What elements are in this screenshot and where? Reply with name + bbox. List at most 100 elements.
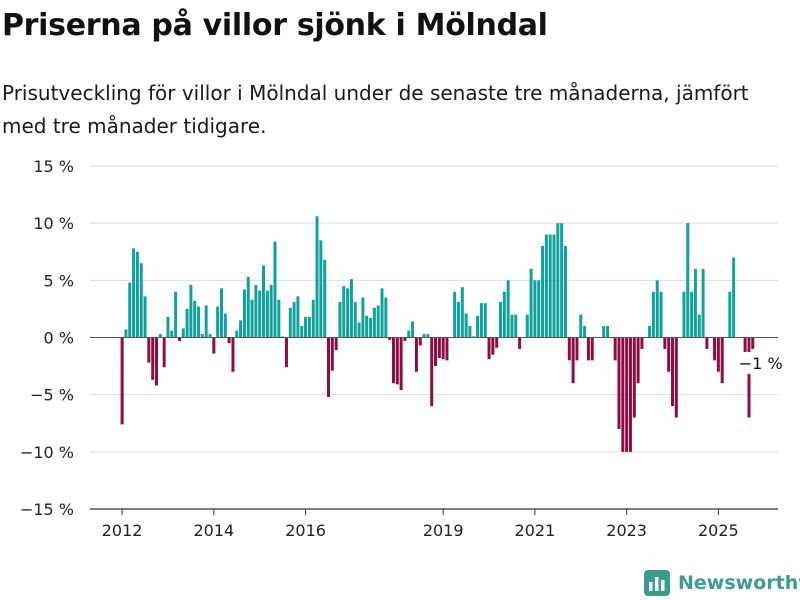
annotations: −1 % — [736, 351, 783, 374]
bar-positive — [728, 291, 732, 338]
bar-negative — [212, 337, 216, 354]
bar-negative — [399, 337, 403, 391]
bar-negative — [162, 337, 166, 368]
x-tick-label: 2025 — [698, 521, 739, 540]
bar-positive — [189, 284, 193, 338]
bar-positive — [690, 291, 694, 338]
bar-positive — [525, 314, 529, 338]
bar-positive — [464, 313, 468, 338]
bar-positive — [216, 306, 220, 338]
bar-positive — [655, 280, 659, 338]
bar-positive — [174, 291, 178, 338]
bar-negative — [716, 337, 720, 372]
bar-negative — [663, 337, 667, 349]
bar-negative — [151, 337, 155, 380]
bar-positive — [686, 223, 690, 338]
x-axis — [90, 337, 778, 515]
y-tick-label: −10 % — [20, 443, 74, 462]
bar-positive — [319, 240, 323, 338]
bar-positive — [541, 246, 545, 338]
bar-positive — [273, 241, 277, 338]
bar-negative — [567, 337, 571, 361]
bar-positive — [246, 276, 250, 338]
bar-positive — [502, 291, 506, 338]
bar-negative — [640, 337, 644, 349]
bar-positive — [357, 322, 361, 338]
bar-positive — [296, 296, 300, 338]
bar-negative — [491, 337, 495, 355]
bar-positive — [281, 336, 285, 338]
bar-positive — [483, 303, 487, 338]
y-tick-label: 5 % — [44, 271, 74, 290]
bar-negative — [636, 337, 640, 384]
bar-negative — [674, 337, 678, 418]
bar-positive — [166, 316, 170, 338]
bar-positive — [262, 265, 265, 338]
bar-positive — [453, 291, 457, 338]
brand-name: Newsworthy — [678, 572, 800, 594]
bar-negative — [628, 337, 632, 452]
bar-negative — [495, 337, 499, 348]
bar-negative — [147, 337, 151, 363]
bar-positive — [235, 330, 239, 338]
bar-positive — [407, 330, 411, 338]
bar-positive — [499, 302, 502, 338]
bar-positive — [579, 314, 583, 338]
x-tick-label: 2019 — [423, 521, 464, 540]
y-axis-labels: 15 % 10 % 5 % 0 % −5 % −10 % −15 % — [20, 157, 74, 519]
bar-positive — [602, 326, 606, 338]
bar-positive — [185, 308, 189, 338]
bar-negative — [227, 337, 231, 344]
bar-positive — [659, 291, 663, 338]
bar-negative — [437, 337, 441, 359]
bar-negative — [518, 337, 522, 349]
bar-negative — [388, 337, 392, 340]
bar-negative — [571, 337, 575, 384]
bars — [120, 216, 755, 452]
bar-positive — [564, 246, 567, 338]
bar-positive — [372, 307, 376, 338]
bar-negative — [334, 337, 338, 351]
bar-positive — [365, 315, 369, 338]
bar-negative — [613, 337, 617, 361]
bar-negative — [403, 337, 407, 341]
bar-negative — [751, 337, 755, 349]
bar-positive — [648, 326, 652, 338]
bar-positive — [200, 334, 204, 338]
bar-positive — [384, 297, 388, 338]
newsworthy-logo-icon — [644, 570, 670, 596]
bar-negative — [445, 337, 449, 361]
bar-positive — [277, 299, 281, 338]
annotation-bg — [736, 351, 783, 374]
bar-positive — [701, 268, 705, 338]
y-tick-label: 15 % — [33, 157, 74, 176]
bar-negative — [667, 337, 671, 372]
bar-positive — [411, 321, 415, 338]
bar-positive — [583, 326, 587, 338]
bar-positive — [682, 291, 686, 338]
bar-positive — [342, 286, 346, 338]
bar-positive — [258, 290, 262, 338]
bar-positive — [170, 330, 174, 338]
y-tick-label: −15 % — [20, 500, 74, 519]
bar-positive — [353, 302, 357, 338]
bar-positive — [193, 300, 197, 338]
bar-positive — [132, 248, 136, 338]
x-tick-label: 2016 — [285, 521, 326, 540]
bar-positive — [250, 299, 254, 338]
bar-negative — [441, 337, 445, 360]
bar-positive — [223, 313, 227, 338]
bar-positive — [135, 251, 139, 338]
bar-negative — [575, 337, 579, 361]
bar-positive — [514, 314, 518, 338]
bar-negative — [632, 337, 636, 418]
bar-negative — [720, 337, 724, 384]
bar-positive — [349, 279, 353, 338]
bar-positive — [426, 334, 430, 338]
bar-positive — [254, 284, 258, 338]
bar-positive — [376, 305, 380, 338]
bar-positive — [143, 296, 147, 338]
page-subtitle: Prisutveckling för villor i Mölndal unde… — [2, 81, 749, 138]
bar-negative — [395, 337, 399, 385]
y-tick-label: 0 % — [44, 329, 74, 348]
